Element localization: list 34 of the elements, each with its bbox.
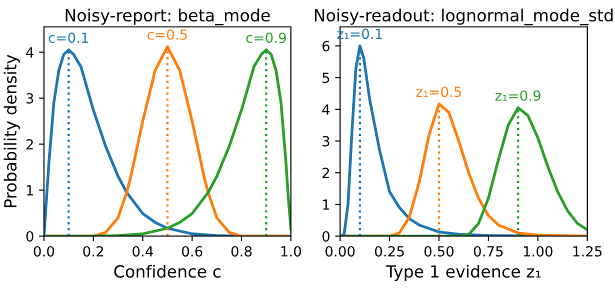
annotation: z₁=0.9 — [495, 90, 540, 101]
y-tick-label: 0 — [322, 231, 330, 242]
annotation: c=0.1 — [48, 32, 88, 44]
x-axis-title: Confidence c — [114, 264, 220, 278]
y-tick-label: 2 — [26, 139, 33, 150]
chart-title: Noisy-readout: lognormal_mode_std — [314, 8, 613, 26]
y-tick-label: 1 — [26, 185, 33, 196]
y-tick-label: 3 — [322, 136, 330, 146]
x-tick-label: 0.50 — [424, 246, 454, 257]
y-tick-label: 2 — [322, 168, 329, 178]
x-tick-label: 1.25 — [573, 246, 602, 257]
chart-title: Noisy-report: beta_mode — [66, 8, 270, 26]
x-tick-label: 0.4 — [132, 246, 154, 257]
y-tick-label: 5 — [322, 72, 330, 84]
annotation: z₁=0.5 — [416, 86, 462, 98]
annotation: c=0.9 — [246, 32, 286, 44]
x-axis-title: Type 1 evidence z₁ — [386, 264, 541, 281]
x-tick-label: 0.2 — [83, 246, 104, 257]
x-tick-label: 0.6 — [182, 246, 202, 257]
x-tick-label: 0.75 — [474, 246, 503, 257]
x-tick-label: 0.8 — [231, 246, 252, 257]
x-tick-label: 0.0 — [34, 246, 54, 257]
annotation: c=0.5 — [148, 29, 187, 40]
x-tick-label: 0.00 — [326, 246, 355, 257]
y-tick-label: 6 — [322, 40, 330, 52]
x-tick-label: 1.0 — [281, 246, 302, 257]
y-tick-label: 3 — [26, 93, 34, 104]
x-tick-label: 0.25 — [374, 246, 404, 257]
y-axis-title: Probability density — [4, 54, 20, 208]
y-tick-label: 1 — [323, 200, 330, 210]
x-tick-label: 1.00 — [524, 246, 552, 257]
y-tick-label: 4 — [26, 47, 34, 58]
y-tick-label: 4 — [322, 104, 330, 115]
y-tick-label: 0 — [26, 231, 34, 242]
